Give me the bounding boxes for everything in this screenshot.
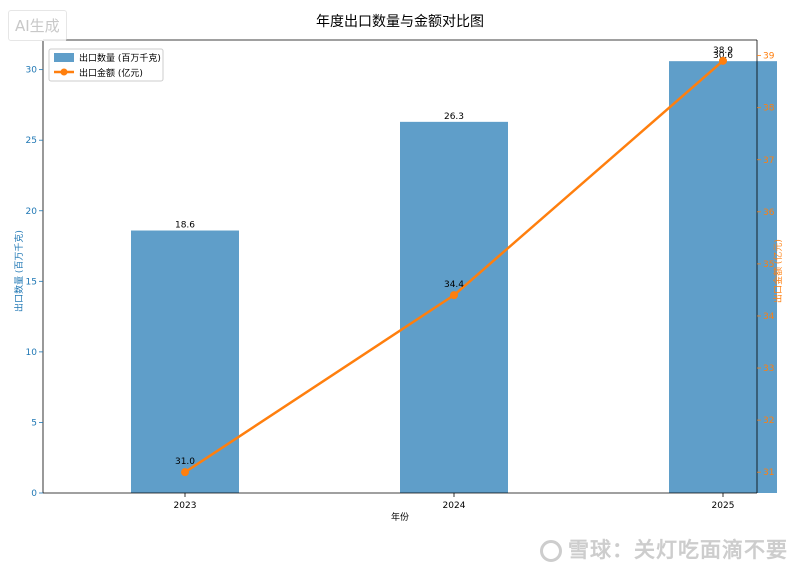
legend-box: [48, 48, 164, 82]
y-left-tick-label: 0: [31, 489, 37, 499]
legend-line-label: 出口金额 (亿元): [79, 67, 143, 79]
y-left-tick-label: 30: [26, 66, 38, 76]
x-tick-label: 2023: [174, 501, 197, 511]
legend-line-marker: [60, 68, 68, 76]
y-right-tick-label: 31: [763, 468, 774, 478]
bar-2025: [669, 61, 777, 494]
bar-2024: [400, 121, 508, 493]
x-tick-label: 2024: [443, 501, 466, 511]
y-left-tick-label: 25: [26, 136, 37, 146]
amount-point-2023: [181, 468, 189, 477]
amount-value-label: 34.4: [444, 280, 464, 290]
y-left-tick-label: 5: [31, 418, 37, 428]
y-right-tick-label: 36: [763, 208, 775, 218]
bar-value-label: 18.6: [175, 221, 195, 231]
ai-generated-watermark: AI生成: [8, 10, 67, 41]
y-left-axis-label: 出口数量 (百万千克): [13, 230, 25, 312]
y-right-tick-label: 33: [763, 364, 774, 374]
amount-value-label: 31.0: [175, 457, 195, 467]
bar-value-label: 30.6: [713, 51, 733, 61]
bar-2023: [131, 230, 239, 493]
snowball-watermark: 雪球：关灯吃面滴不要: [540, 534, 788, 564]
y-right-tick-label: 37: [763, 156, 774, 166]
y-right-tick-label: 39: [763, 52, 775, 62]
y-right-tick-label: 32: [763, 416, 774, 426]
y-left-tick-label: 20: [26, 207, 38, 217]
legend: 出口数量 (百万千克) 出口金额 (亿元): [48, 48, 164, 82]
snowball-watermark-text: 雪球：关灯吃面滴不要: [568, 538, 788, 562]
y-right-tick-label: 38: [763, 104, 775, 114]
amount-value-label: 38.9: [713, 46, 733, 56]
y-right-axis-label: 出口金额 (亿元): [772, 239, 784, 303]
y-left-tick-label: 10: [26, 348, 38, 358]
x-axis-label: 年份: [391, 511, 409, 523]
x-tick-label: 2025: [712, 501, 735, 511]
snowball-logo-icon: [540, 540, 562, 562]
legend-bar-swatch: [54, 53, 74, 62]
y-right-tick-label: 34: [763, 312, 775, 322]
y-left-tick-label: 15: [26, 277, 37, 287]
bar-value-label: 26.3: [444, 112, 464, 122]
amount-point-2024: [450, 291, 458, 300]
amount-point-2025: [719, 56, 727, 65]
legend-bar-label: 出口数量 (百万千克): [79, 52, 161, 64]
chart-title: 年度出口数量与金额对比图: [316, 14, 484, 30]
y-right-tick-label: 35: [763, 260, 774, 270]
